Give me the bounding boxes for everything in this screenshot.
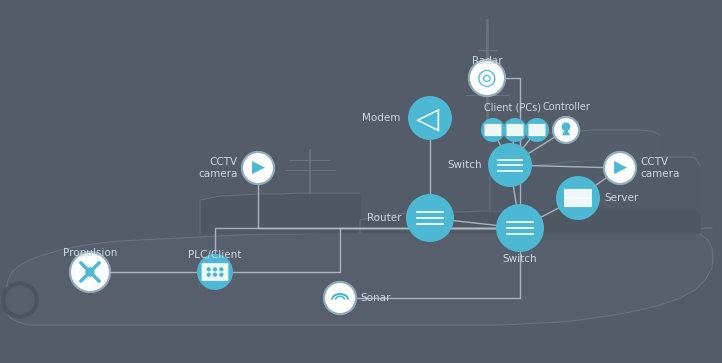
Text: Radar: Radar [471, 56, 503, 66]
Circle shape [220, 273, 223, 276]
Text: Propulsion: Propulsion [63, 248, 117, 258]
FancyBboxPatch shape [565, 199, 591, 207]
Circle shape [408, 96, 452, 140]
Circle shape [469, 60, 505, 96]
Circle shape [70, 252, 110, 292]
Text: Router: Router [367, 213, 402, 223]
Text: Modem: Modem [362, 113, 400, 123]
Polygon shape [360, 207, 700, 233]
Circle shape [496, 204, 544, 252]
Text: Server: Server [604, 193, 638, 203]
Text: CCTV
camera: CCTV camera [199, 157, 238, 179]
Circle shape [214, 268, 217, 271]
Circle shape [86, 268, 94, 276]
Text: ◎: ◎ [477, 68, 497, 88]
Polygon shape [5, 228, 713, 325]
Circle shape [207, 268, 210, 271]
Text: Switch: Switch [448, 160, 482, 170]
Polygon shape [200, 193, 360, 233]
Circle shape [242, 152, 274, 184]
Circle shape [562, 123, 570, 130]
Text: ◁: ◁ [417, 105, 440, 134]
Circle shape [488, 143, 532, 187]
Circle shape [525, 118, 549, 142]
Circle shape [406, 194, 454, 242]
FancyBboxPatch shape [202, 264, 227, 280]
Circle shape [6, 286, 34, 314]
FancyBboxPatch shape [565, 189, 591, 197]
Text: ▶: ▶ [253, 159, 266, 177]
Circle shape [220, 268, 223, 271]
FancyBboxPatch shape [485, 125, 501, 135]
Text: Sonar: Sonar [360, 293, 391, 303]
Circle shape [556, 176, 600, 220]
Polygon shape [490, 157, 700, 210]
Circle shape [553, 117, 579, 143]
FancyBboxPatch shape [507, 125, 523, 135]
Circle shape [214, 273, 217, 276]
Circle shape [481, 118, 505, 142]
Text: ▶: ▶ [614, 159, 627, 177]
Circle shape [207, 273, 210, 276]
Circle shape [604, 152, 636, 184]
Text: PLC/Client: PLC/Client [188, 250, 242, 260]
Text: ▲: ▲ [562, 126, 570, 136]
Circle shape [2, 282, 38, 318]
Circle shape [324, 282, 356, 314]
Text: Client (PCs): Client (PCs) [484, 102, 542, 112]
Text: Controller: Controller [542, 102, 590, 112]
FancyBboxPatch shape [529, 125, 545, 135]
Circle shape [197, 254, 233, 290]
Circle shape [503, 118, 527, 142]
Text: Switch: Switch [503, 254, 537, 264]
Text: CCTV
camera: CCTV camera [640, 157, 679, 179]
Polygon shape [520, 130, 660, 160]
